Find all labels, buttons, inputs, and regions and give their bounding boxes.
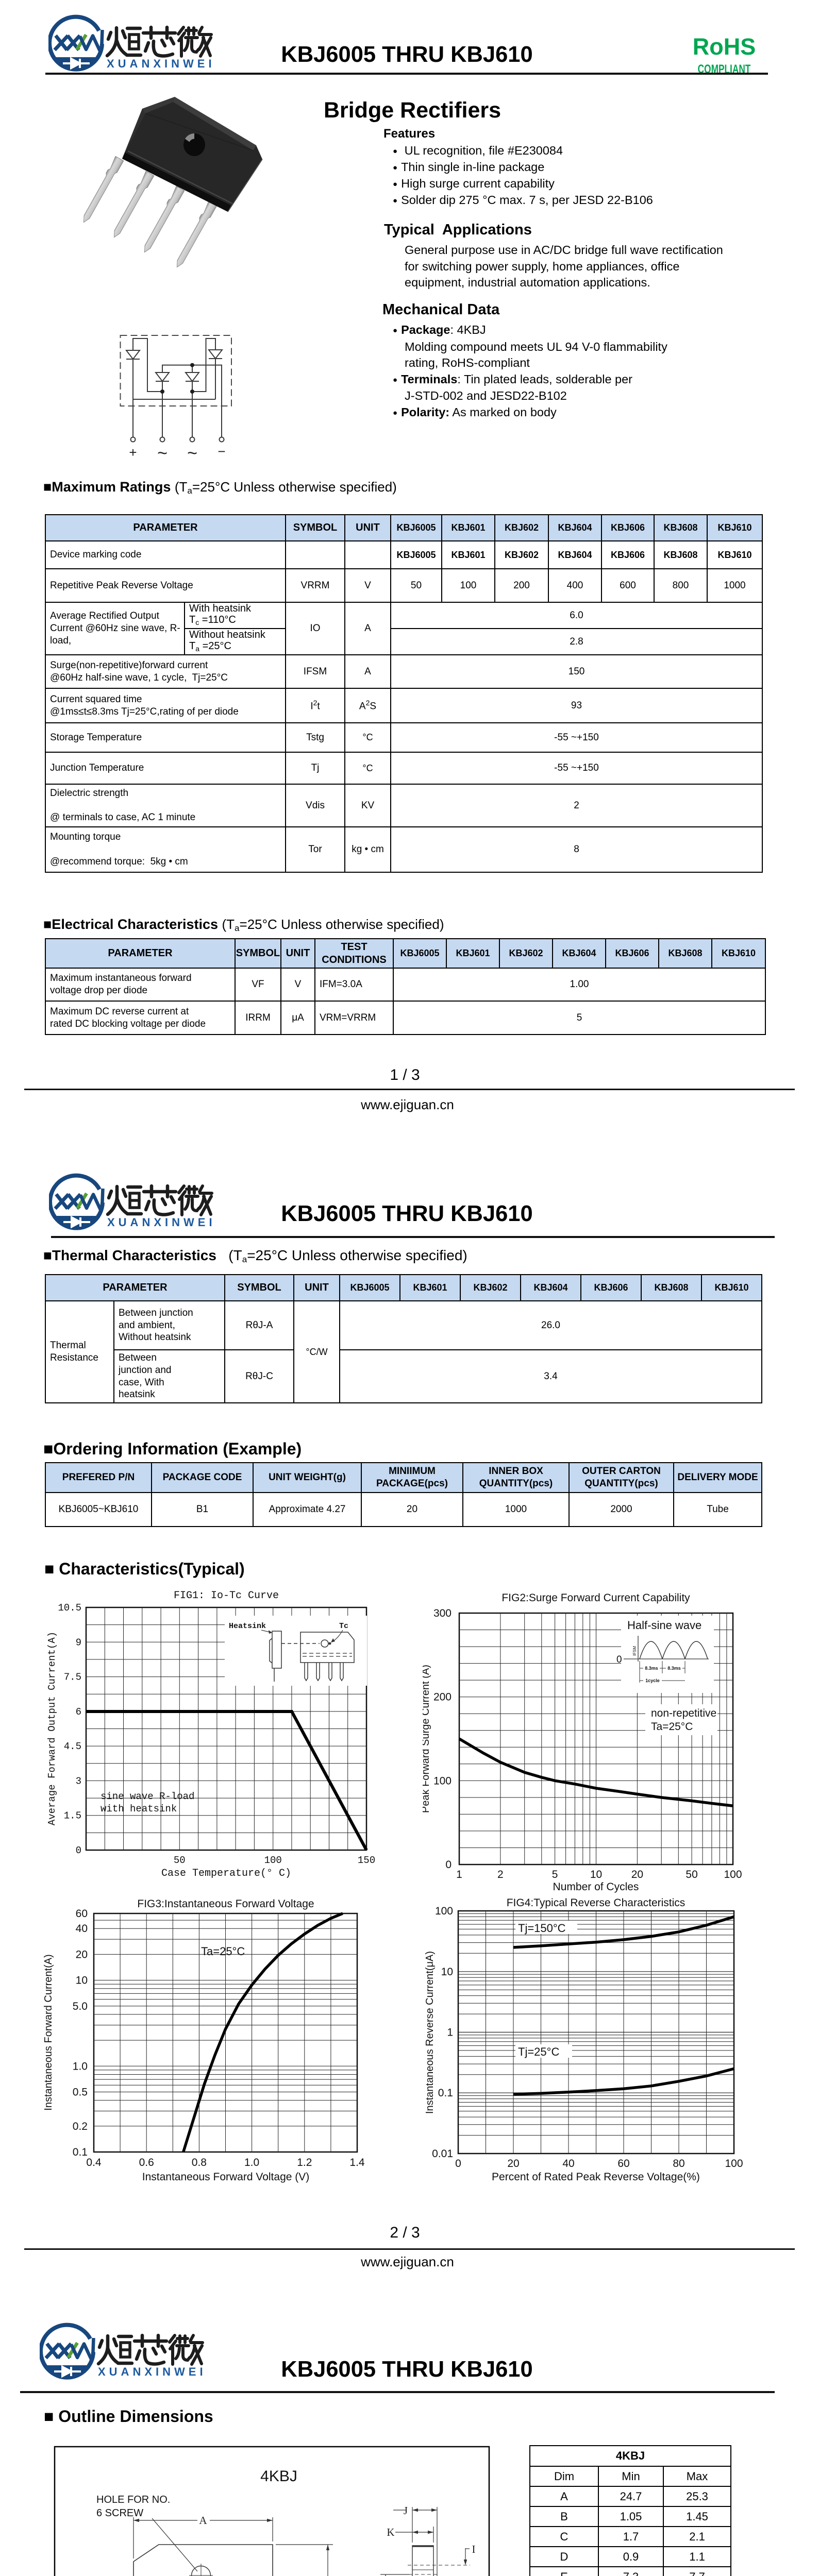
svg-text:9: 9 [76, 1637, 81, 1648]
svg-text:0.6: 0.6 [139, 2157, 154, 2168]
svg-text:10: 10 [590, 1869, 602, 1880]
svg-text:100: 100 [433, 1775, 452, 1787]
svg-text:4KBJ: 4KBJ [260, 2468, 297, 2485]
svg-text:0: 0 [76, 1845, 81, 1856]
svg-text:100: 100 [724, 1869, 742, 1880]
svg-text:1cycle: 1cycle [645, 1678, 660, 1683]
svg-text:7.5: 7.5 [64, 1672, 81, 1683]
svg-text:300: 300 [433, 1607, 452, 1619]
svg-text:1: 1 [456, 1869, 462, 1880]
svg-text:0.1: 0.1 [73, 2146, 88, 2158]
svg-text:Number of Cycles: Number of Cycles [553, 1881, 639, 1893]
svg-text:0.5: 0.5 [73, 2087, 88, 2098]
svg-text:Tj=25°C: Tj=25°C [518, 2045, 559, 2058]
svg-text:50: 50 [686, 1869, 697, 1880]
svg-text:non-repetitive: non-repetitive [651, 1707, 716, 1719]
svg-text:+: + [129, 445, 137, 460]
svg-text:0: 0 [616, 1654, 622, 1665]
svg-text:Tj=150°C: Tj=150°C [518, 1922, 566, 1935]
svg-text:0.01: 0.01 [432, 2148, 453, 2160]
svg-text:1: 1 [447, 2027, 453, 2039]
svg-text:FIG1: Io-Tc Curve: FIG1: Io-Tc Curve [174, 1590, 279, 1602]
svg-text:~: ~ [187, 444, 197, 461]
svg-text:40: 40 [76, 1923, 88, 1935]
svg-text:100: 100 [435, 1905, 453, 1917]
svg-text:8.3ms: 8.3ms [645, 1666, 658, 1671]
svg-text:80: 80 [673, 2158, 684, 2170]
svg-text:Average Forward Output Current: Average Forward Output Current(A) [46, 1632, 58, 1825]
svg-text:IFSM: IFSM [632, 1646, 637, 1656]
svg-text:10.5: 10.5 [58, 1602, 81, 1614]
svg-text:100: 100 [725, 2158, 743, 2170]
svg-text:K: K [387, 2526, 394, 2538]
svg-text:6 SCREW: 6 SCREW [96, 2507, 143, 2519]
svg-text:~: ~ [157, 444, 168, 461]
svg-text:Case Temperature(° C): Case Temperature(° C) [161, 1868, 291, 1879]
svg-text:J: J [404, 2504, 408, 2517]
svg-text:Instantaneous Reverse Current(: Instantaneous Reverse Current(μA) [424, 1951, 436, 2114]
svg-text:HOLE FOR NO.: HOLE FOR NO. [96, 2494, 170, 2505]
svg-text:0: 0 [445, 1859, 452, 1871]
svg-text:−: − [218, 444, 225, 459]
svg-text:20: 20 [507, 2158, 519, 2170]
svg-text:2: 2 [497, 1869, 504, 1880]
svg-text:20: 20 [76, 1948, 88, 1960]
svg-text:1.0: 1.0 [73, 2060, 88, 2072]
svg-text:1.5: 1.5 [64, 1810, 81, 1822]
svg-text:FIG2:Surge Forward Current Cap: FIG2:Surge Forward Current Capability [502, 1592, 690, 1604]
svg-text:20: 20 [631, 1869, 643, 1880]
svg-text:5: 5 [552, 1869, 558, 1880]
svg-text:Percent of Rated Peak Reverse: Percent of Rated Peak Reverse Voltage(%) [492, 2171, 700, 2183]
svg-text:40: 40 [562, 2158, 574, 2170]
svg-text:1.4: 1.4 [349, 2157, 365, 2168]
svg-text:0.8: 0.8 [192, 2157, 207, 2168]
svg-text:0: 0 [455, 2158, 461, 2170]
svg-text:1.0: 1.0 [244, 2157, 259, 2168]
svg-text:Peak Forward Surge Current (A: Peak Forward Surge Current (A) [423, 1665, 431, 1813]
svg-text:0.4: 0.4 [86, 2157, 102, 2168]
svg-text:1.2: 1.2 [297, 2157, 312, 2168]
svg-text:Ta=25°C: Ta=25°C [651, 1721, 693, 1733]
svg-text:200: 200 [433, 1691, 452, 1703]
svg-text:Heatsink: Heatsink [229, 1622, 266, 1631]
svg-text:FIG3:Instantaneous Forward Vol: FIG3:Instantaneous Forward Voltage [137, 1898, 314, 1910]
svg-text:5.0: 5.0 [73, 2001, 88, 2012]
svg-text:Half-sine wave: Half-sine wave [627, 1619, 701, 1632]
svg-text:Ta=25°C: Ta=25°C [201, 1945, 245, 1958]
svg-text:Instantaneous Forward Current(: Instantaneous Forward Current(A) [43, 1954, 54, 2110]
svg-text:100: 100 [264, 1855, 282, 1866]
svg-text:0.1: 0.1 [438, 2087, 453, 2099]
svg-text:4.5: 4.5 [64, 1741, 81, 1752]
svg-text:60: 60 [617, 2158, 629, 2170]
svg-text:150: 150 [358, 1855, 375, 1866]
svg-text:sine wave R-load: sine wave R-load [101, 1791, 194, 1802]
svg-text:0.2: 0.2 [73, 2121, 88, 2132]
svg-text:A: A [199, 2514, 207, 2527]
svg-text:I: I [472, 2543, 476, 2555]
svg-text:FIG4:Typical Reverse Character: FIG4:Typical Reverse Characteristics [507, 1897, 686, 1909]
svg-text:8.3ms: 8.3ms [667, 1666, 681, 1671]
svg-text:with heatsink: with heatsink [101, 1803, 177, 1815]
svg-text:6: 6 [76, 1706, 81, 1718]
svg-text:Tc: Tc [339, 1622, 348, 1631]
svg-text:60: 60 [76, 1908, 88, 1920]
svg-text:10: 10 [441, 1966, 453, 1978]
svg-text:10: 10 [76, 1975, 88, 1987]
svg-text:3: 3 [76, 1775, 81, 1787]
svg-text:Instantaneous Forward Voltage: Instantaneous Forward Voltage (V) [142, 2171, 310, 2183]
svg-text:50: 50 [174, 1855, 186, 1866]
